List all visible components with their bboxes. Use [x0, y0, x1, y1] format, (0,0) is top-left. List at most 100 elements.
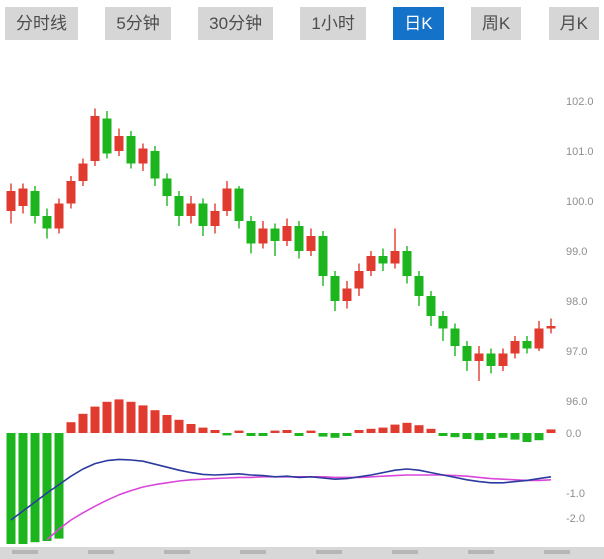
- candle-body: [450, 328, 460, 346]
- macd-histogram-bar: [402, 422, 412, 433]
- candle-body: [18, 188, 28, 206]
- macd-histogram-bar: [282, 430, 292, 433]
- x-axis-label-fragment: [316, 550, 342, 554]
- candlestick-macd-chart[interactable]: 102.0 101.0 100.0 99.0 98.0 97.0 96.0 0.0 -1.0 -…: [0, 44, 604, 559]
- x-axis-label-fragment: [12, 550, 38, 554]
- macd-histogram-bar: [18, 433, 28, 544]
- candle-body: [318, 236, 328, 276]
- price-axis-group: 102.0 101.0 100.0 99.0 98.0 97.0 96.0: [566, 96, 594, 408]
- candle-body: [174, 196, 184, 216]
- candle-body: [270, 228, 280, 241]
- candle-body: [342, 288, 352, 301]
- candle-body: [138, 148, 148, 164]
- candle-body: [354, 271, 364, 289]
- candle-body: [330, 276, 340, 301]
- x-axis-strip: [0, 547, 604, 559]
- dif-line: [10, 458, 552, 521]
- macd-histogram-bar: [450, 433, 460, 438]
- x-axis-label-fragment: [392, 550, 418, 554]
- price-axis-tick-label: 96.0: [566, 396, 587, 408]
- candle-body: [282, 226, 292, 241]
- candle-body: [54, 203, 64, 229]
- macd-histogram-bar: [390, 424, 400, 433]
- macd-histogram-bar: [378, 427, 388, 433]
- candle-body: [378, 256, 388, 264]
- candle-body: [426, 296, 436, 316]
- price-axis-tick-label: 99.0: [566, 246, 587, 258]
- candle-body: [546, 326, 556, 329]
- macd-histogram-bar: [342, 433, 352, 436]
- macd-histogram-bar: [246, 433, 256, 436]
- candle-body: [294, 226, 304, 251]
- candle-body: [462, 346, 472, 361]
- macd-histogram-bar: [234, 430, 244, 433]
- macd-histogram-bar: [438, 433, 448, 436]
- candle-body: [42, 216, 52, 229]
- macd-histogram-bar: [366, 428, 376, 433]
- macd-histogram-bar: [186, 424, 196, 433]
- candle-body: [126, 136, 136, 164]
- candle-body: [474, 353, 484, 361]
- tab-30min[interactable]: 30分钟: [198, 6, 274, 40]
- candles-group: [6, 108, 556, 381]
- candle-body: [306, 236, 316, 251]
- candle-body: [90, 116, 100, 161]
- macd-axis-tick-label: 0.0: [566, 428, 581, 440]
- macd-histogram-bar: [54, 433, 64, 539]
- tab-weekly-k[interactable]: 周K: [470, 6, 522, 40]
- macd-histogram-bar: [198, 427, 208, 433]
- candle-body: [534, 328, 544, 349]
- price-axis-tick-label: 97.0: [566, 346, 587, 358]
- macd-histogram-bar: [66, 422, 76, 433]
- candle-body: [438, 316, 448, 329]
- candle-body: [246, 221, 256, 244]
- tab-time-line[interactable]: 分时线: [5, 6, 78, 40]
- macd-histogram-bar: [162, 415, 172, 433]
- candle-body: [198, 203, 208, 226]
- x-axis-label-fragment: [164, 550, 190, 554]
- candle-body: [258, 228, 268, 244]
- macd-histogram-bar: [498, 433, 508, 438]
- x-axis-label-fragment: [468, 550, 494, 554]
- macd-histogram-bar: [138, 405, 148, 433]
- candle-body: [102, 118, 112, 154]
- candle-body: [522, 341, 532, 349]
- candle-body: [210, 211, 220, 226]
- tab-daily-k[interactable]: 日K: [393, 6, 444, 40]
- macd-histogram-bar: [462, 433, 472, 439]
- tab-5min[interactable]: 5分钟: [105, 6, 171, 40]
- macd-histogram-bar: [426, 428, 436, 433]
- candle-body: [366, 256, 376, 271]
- macd-histogram-bar: [30, 433, 40, 543]
- tab-1hour[interactable]: 1小时: [300, 6, 366, 40]
- candle-body: [402, 251, 412, 276]
- x-axis-strip-group: [0, 547, 604, 559]
- macd-histogram-bar: [222, 433, 232, 436]
- macd-lines-group: [10, 458, 552, 541]
- price-axis-tick-label: 102.0: [566, 96, 594, 108]
- macd-histogram-bar: [330, 433, 340, 438]
- macd-histogram-bar: [174, 419, 184, 433]
- candle-body: [30, 191, 40, 216]
- macd-axis-tick-label: -2.0: [566, 513, 585, 525]
- macd-axis-tick-label: -1.0: [566, 488, 585, 500]
- macd-histogram-group: [6, 399, 556, 544]
- tab-monthly-k[interactable]: 月K: [548, 6, 599, 40]
- candle-body: [150, 151, 160, 179]
- macd-histogram-bar: [318, 433, 328, 437]
- macd-histogram-bar: [126, 401, 136, 433]
- macd-histogram-bar: [90, 406, 100, 433]
- macd-histogram-bar: [210, 430, 220, 433]
- candle-body: [414, 276, 424, 296]
- candle-body: [222, 188, 232, 211]
- macd-histogram-bar: [354, 430, 364, 433]
- macd-histogram-bar: [306, 430, 316, 433]
- macd-histogram-bar: [102, 401, 112, 433]
- candle-body: [234, 188, 244, 221]
- dea-line: [46, 474, 552, 541]
- x-axis-label-fragment: [88, 550, 114, 554]
- candle-body: [390, 251, 400, 264]
- candle-body: [162, 178, 172, 196]
- price-axis-tick-label: 98.0: [566, 296, 587, 308]
